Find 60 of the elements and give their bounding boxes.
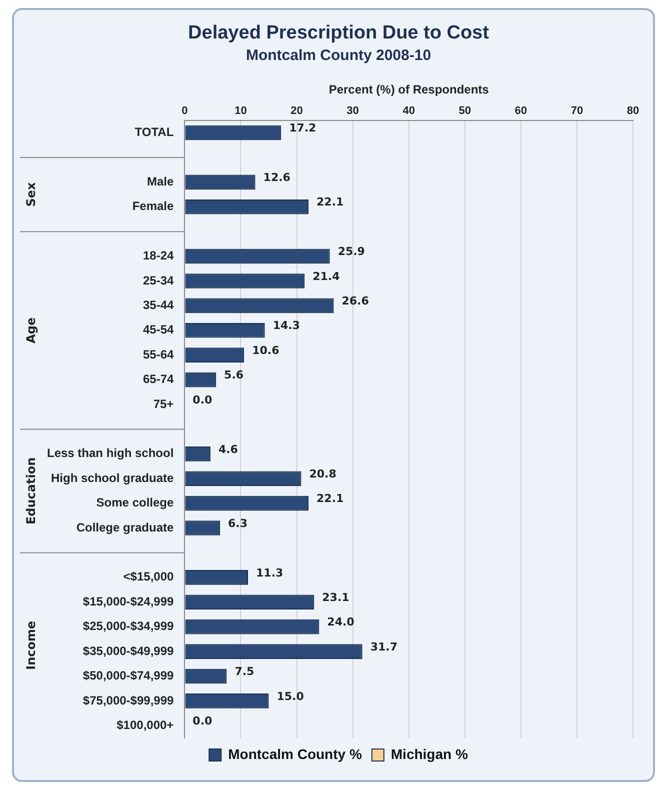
x-axis-title: Percent (%) of Respondents bbox=[328, 82, 490, 96]
y-tick-label: $25,000-$34,999 bbox=[82, 619, 174, 634]
y-tick-label: $15,000-$24,999 bbox=[82, 594, 174, 608]
data-label: 0.0 bbox=[192, 714, 213, 728]
y-tick-label: 35-44 bbox=[142, 298, 174, 312]
text: Sex bbox=[24, 182, 38, 207]
x-tick-label: 0 bbox=[182, 104, 188, 117]
data-label: 24.0 bbox=[327, 616, 355, 629]
y-tick-label: Less than high school bbox=[46, 446, 174, 460]
x-tick-label: 50 bbox=[458, 104, 472, 117]
data-label: 7.5 bbox=[234, 665, 254, 678]
y-tick-label: High school graduate bbox=[50, 470, 174, 485]
x-tick-label: 20 bbox=[290, 104, 303, 117]
text: Income bbox=[24, 620, 38, 670]
data-label: 5.6 bbox=[224, 368, 244, 382]
text: Education bbox=[24, 457, 38, 525]
y-tick-label: 75+ bbox=[153, 396, 174, 411]
chart-title: Delayed Prescription Due to Cost bbox=[188, 22, 490, 44]
x-tick-label: 60 bbox=[514, 104, 528, 117]
data-label: 17.2 bbox=[289, 122, 316, 135]
data-label: 11.3 bbox=[256, 566, 284, 580]
data-label: 22.1 bbox=[316, 196, 344, 209]
data-label: 10.6 bbox=[252, 344, 280, 357]
data-label: 15.0 bbox=[276, 690, 304, 703]
y-tick-label: 25-34 bbox=[142, 273, 174, 288]
legend-label: Montcalm County % bbox=[228, 746, 362, 762]
text: Age bbox=[24, 317, 38, 344]
data-label: 4.6 bbox=[218, 442, 238, 456]
y-tick-label: $50,000-$74,999 bbox=[82, 668, 174, 683]
data-label: 14.3 bbox=[272, 319, 300, 332]
data-label: 20.8 bbox=[309, 467, 336, 480]
y-tick-label: $100,000+ bbox=[116, 718, 174, 732]
data-label: 26.6 bbox=[342, 294, 370, 308]
data-label: 12.6 bbox=[263, 171, 291, 184]
x-tick-label: 70 bbox=[570, 104, 584, 117]
data-label: 22.1 bbox=[316, 492, 344, 506]
data-label: 0.0 bbox=[192, 393, 213, 406]
data-label: 25.9 bbox=[338, 245, 365, 258]
data-label: 21.4 bbox=[312, 270, 340, 283]
chart-subtitle: Montcalm County 2008-10 bbox=[246, 46, 432, 64]
y-tick-label: 45-54 bbox=[142, 322, 174, 337]
x-tick-label: 80 bbox=[626, 104, 640, 117]
y-tick-label: 55-64 bbox=[142, 347, 174, 362]
data-label: 6.3 bbox=[228, 516, 248, 530]
y-tick-label: Some college bbox=[96, 496, 174, 510]
y-tick-label: $35,000-$49,999 bbox=[82, 644, 174, 658]
y-tick-label: 18-24 bbox=[142, 248, 174, 263]
y-tick-label: Male bbox=[146, 174, 174, 188]
x-tick-label: 40 bbox=[402, 104, 415, 117]
x-tick-label: 30 bbox=[346, 104, 359, 117]
data-label: 31.7 bbox=[370, 640, 398, 654]
y-tick-label: <$15,000 bbox=[123, 570, 174, 584]
y-tick-label: College graduate bbox=[76, 520, 174, 534]
x-tick-label: 10 bbox=[234, 104, 247, 117]
legend-label: Michigan % bbox=[390, 746, 468, 762]
data-label: 23.1 bbox=[322, 590, 350, 604]
y-tick-label: Female bbox=[132, 199, 174, 214]
y-tick-label: TOTAL bbox=[134, 125, 174, 140]
y-tick-label: 65-74 bbox=[142, 372, 174, 386]
y-tick-label: $75,000-$99,999 bbox=[82, 693, 174, 708]
